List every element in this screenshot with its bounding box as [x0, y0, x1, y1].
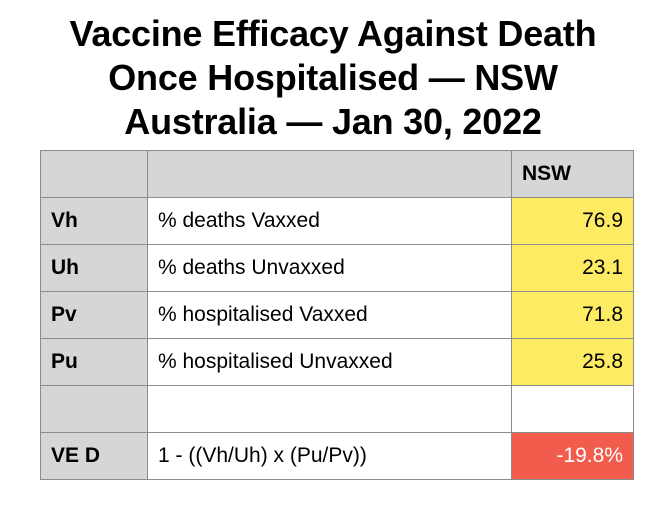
table-row-result: VE D 1 - ((Vh/Uh) x (Pu/Pv)) -19.8%	[40, 432, 634, 480]
table-header-row: NSW	[40, 150, 634, 198]
header-cell-key	[40, 150, 148, 198]
title-line-3: Australia — Jan 30, 2022	[124, 101, 542, 142]
row-value: 76.9	[511, 197, 634, 245]
table-row: Uh % deaths Unvaxxed 23.1	[40, 244, 634, 292]
result-key: VE D	[40, 432, 148, 480]
title-line-2: Once Hospitalised — NSW	[108, 57, 558, 98]
table-row: Pv % hospitalised Vaxxed 71.8	[40, 291, 634, 339]
table-row-empty	[40, 385, 634, 433]
table-row: Pu % hospitalised Unvaxxed 25.8	[40, 338, 634, 386]
table-row: Vh % deaths Vaxxed 76.9	[40, 197, 634, 245]
title-line-1: Vaccine Efficacy Against Death	[69, 13, 597, 54]
row-label: % hospitalised Vaxxed	[147, 291, 512, 339]
row-key: Vh	[40, 197, 148, 245]
header-cell-label	[147, 150, 512, 198]
page-title: Vaccine Efficacy Against Death Once Hosp…	[0, 12, 666, 144]
row-label	[147, 385, 512, 433]
row-label: % deaths Unvaxxed	[147, 244, 512, 292]
row-key: Pu	[40, 338, 148, 386]
row-value	[511, 385, 634, 433]
row-value: 71.8	[511, 291, 634, 339]
result-value: -19.8%	[511, 432, 634, 480]
result-formula: 1 - ((Vh/Uh) x (Pu/Pv))	[147, 432, 512, 480]
row-key: Uh	[40, 244, 148, 292]
row-key: Pv	[40, 291, 148, 339]
efficacy-table: NSW Vh % deaths Vaxxed 76.9 Uh % deaths …	[40, 150, 634, 480]
row-value: 25.8	[511, 338, 634, 386]
row-value: 23.1	[511, 244, 634, 292]
row-key	[40, 385, 148, 433]
header-cell-nsw: NSW	[511, 150, 634, 198]
row-label: % deaths Vaxxed	[147, 197, 512, 245]
row-label: % hospitalised Unvaxxed	[147, 338, 512, 386]
